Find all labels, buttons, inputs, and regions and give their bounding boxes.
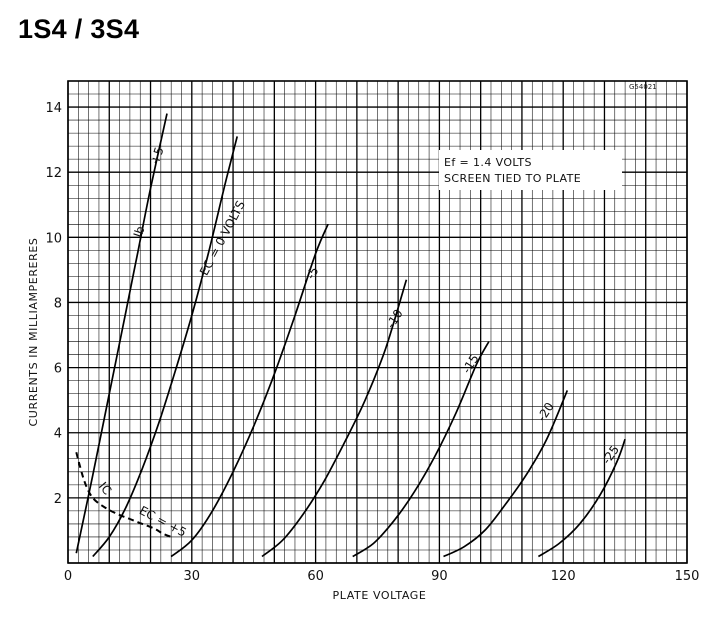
y-tick-label: 4	[54, 427, 62, 442]
series-line	[261, 279, 408, 558]
curve-label: EC = 0 VOLTS	[197, 198, 248, 277]
curves	[75, 113, 626, 558]
x-tick-label: 90	[431, 569, 448, 584]
curve-label: -10	[383, 307, 405, 331]
series-line	[92, 136, 239, 558]
curve-label: IC	[96, 479, 114, 497]
annotation-line-2: SCREEN TIED TO PLATE	[444, 172, 581, 185]
x-tick-label: 30	[184, 569, 201, 584]
annotation-line-1: Ef = 1.4 VOLTS	[444, 156, 532, 169]
curve-label: EC = +5	[137, 503, 189, 539]
curve-label: Ib	[131, 224, 148, 239]
minor-grid	[68, 80, 687, 563]
page-title: 1S4 / 3S4	[18, 14, 140, 44]
series-line	[443, 390, 569, 558]
x-tick-label: 150	[675, 569, 700, 584]
y-tick-label: 8	[54, 296, 62, 311]
x-tick-label: 60	[307, 569, 324, 584]
y-tick-label: 6	[54, 362, 62, 377]
y-tick-label: 10	[45, 231, 62, 246]
series-line	[170, 223, 329, 558]
x-tick-label: 0	[64, 569, 72, 584]
curve-label: -15	[459, 352, 481, 376]
annotation-box: Ef = 1.4 VOLTS SCREEN TIED TO PLATE	[439, 150, 622, 190]
drawing-code: G54021	[629, 83, 657, 91]
x-tick-label: 120	[551, 569, 576, 584]
y-tick-label: 2	[54, 492, 62, 507]
plot-frame	[67, 80, 688, 564]
tick-labels: 0 30 60 90 120 150 2 4 6 8 10 12 14	[45, 101, 699, 584]
curve-label: +5	[148, 145, 167, 166]
series-line	[352, 341, 490, 558]
series-line	[75, 452, 172, 538]
y-axis-label: CURRENTS IN MILLIAMPERERES	[27, 238, 40, 427]
series-line	[75, 113, 168, 554]
series-line	[537, 438, 626, 558]
x-axis-label: PLATE VOLTAGE	[333, 589, 427, 602]
y-tick-label: 12	[45, 166, 62, 181]
y-tick-label: 14	[45, 101, 62, 116]
curve-label: -25	[599, 443, 622, 467]
curve-label: -20	[534, 400, 556, 424]
